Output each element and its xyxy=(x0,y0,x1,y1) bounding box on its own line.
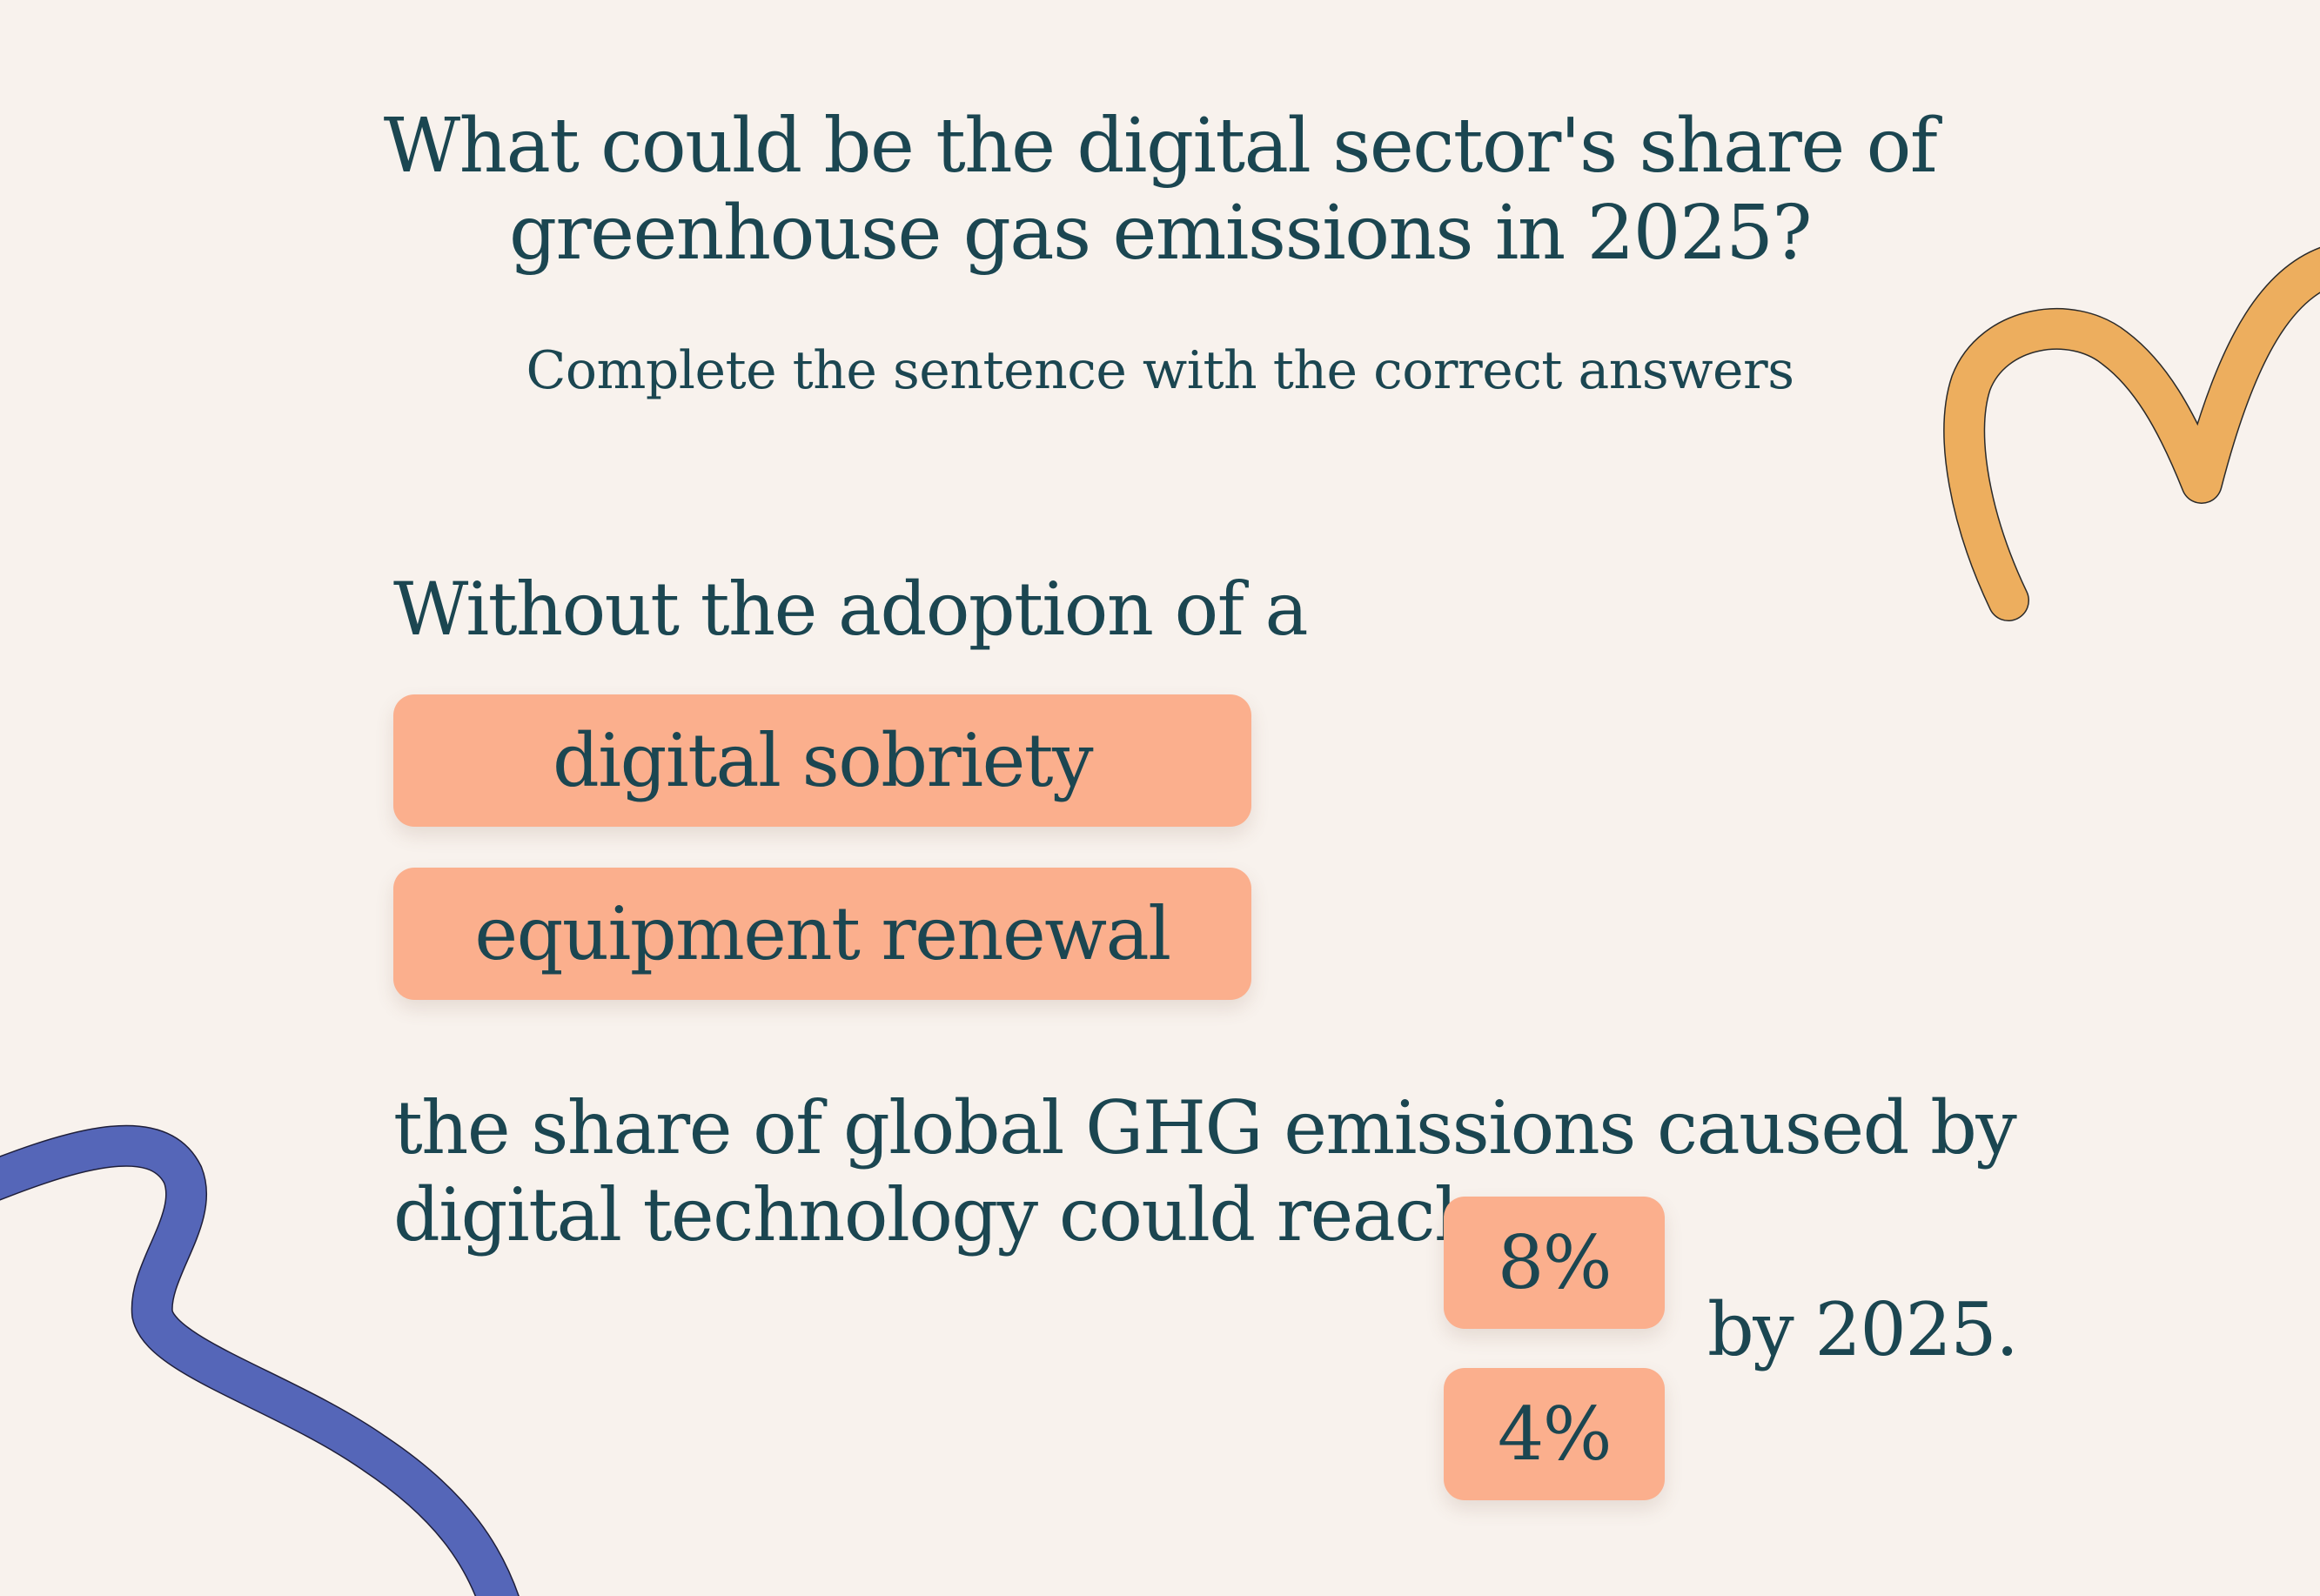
option-8-percent-button[interactable]: 8% xyxy=(1444,1197,1665,1329)
option-equipment-renewal-button[interactable]: equipment renewal xyxy=(393,868,1251,1000)
option-4-percent-button[interactable]: 4% xyxy=(1444,1368,1665,1500)
option-digital-sobriety-button[interactable]: digital sobriety xyxy=(393,694,1251,827)
question-line-1: What could be the digital sector's share… xyxy=(383,103,1938,190)
question-line-2: greenhouse gas emissions in 2025? xyxy=(508,190,1813,277)
question-title: What could be the digital sector's share… xyxy=(290,103,2030,277)
instruction-text: Complete the sentence with the correct a… xyxy=(526,340,1794,401)
orange-squiggle-decoration xyxy=(1943,246,2320,621)
sentence-part-1: Without the adoption of a xyxy=(393,567,1309,652)
sentence-part-2-line-2: digital technology could reach xyxy=(393,1172,1481,1257)
sentence-part-2-line-1: the share of global GHG emissions caused… xyxy=(393,1085,2017,1170)
sentence-part-3: by 2025. xyxy=(1707,1287,2019,1372)
